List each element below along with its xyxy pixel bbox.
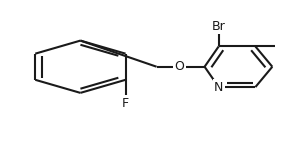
Text: O: O [174,60,184,73]
Text: N: N [214,81,223,94]
Text: Br: Br [212,20,225,33]
Text: F: F [122,96,129,110]
